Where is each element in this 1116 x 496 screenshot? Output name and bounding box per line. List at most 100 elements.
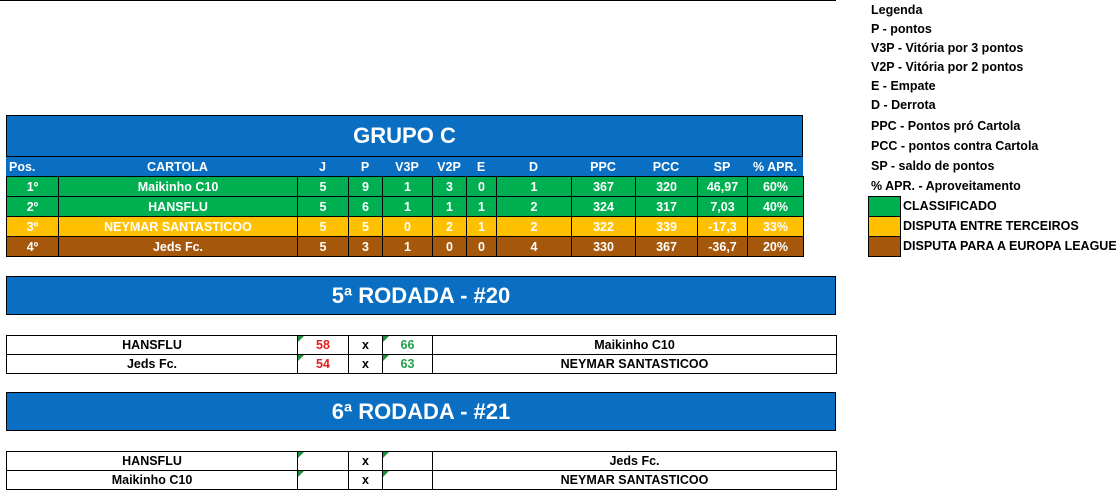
status-label: CLASSIFICADO [903,199,997,213]
cell-marker [383,471,389,477]
standing-cell: 3º [6,216,59,237]
header-cell: V2P [432,157,466,176]
header-cell: Pos. [6,157,58,176]
standing-cell: 0 [432,236,467,257]
standing-cell: 2 [496,216,572,237]
standing-cell: Jeds Fc. [58,236,298,257]
away: Jeds Fc. [432,451,837,471]
header-cell: D [496,157,571,176]
separator: x [348,335,383,355]
home-score: 54 [297,354,349,374]
status-swatch [868,236,901,257]
standing-cell: 5 [297,176,349,197]
away-score [382,451,433,471]
legend-item: V3P - Vitória por 3 pontos [871,41,1024,55]
top-border [0,0,836,1]
legend-item: V2P - Vitória por 2 pontos [871,60,1024,74]
away-score: 66 [382,335,433,355]
cell-marker [383,452,389,458]
home-score: 58 [297,335,349,355]
standing-cell: -36,7 [697,236,748,257]
away: NEYMAR SANTASTICOO [432,354,837,374]
away-score [382,470,433,490]
header-cell: % APR. [747,157,803,176]
status-swatch [868,196,901,217]
away: Maikinho C10 [432,335,837,355]
standing-cell: 9 [348,176,383,197]
standing-cell: 367 [571,176,636,197]
standing-cell: 5 [297,216,349,237]
home-score [297,451,349,471]
away-score: 63 [382,354,433,374]
separator: x [348,354,383,374]
home: Maikinho C10 [6,470,298,490]
status-swatch [868,216,901,237]
standing-cell: 1 [382,236,433,257]
standing-cell: 317 [635,196,698,217]
standing-cell: 5 [297,236,349,257]
home: HANSFLU [6,335,298,355]
standing-cell: -17,3 [697,216,748,237]
standing-cell: Maikinho C10 [58,176,298,197]
standing-cell: 1 [382,176,433,197]
standing-cell: 324 [571,196,636,217]
standing-cell: 2º [6,196,59,217]
standing-cell: 330 [571,236,636,257]
standing-cell: 1 [466,216,497,237]
header-cell: CARTOLA [58,157,297,176]
separator: x [348,451,383,471]
standing-cell: 40% [747,196,804,217]
legend-item: E - Empate [871,79,936,93]
home: Jeds Fc. [6,354,298,374]
standing-cell: 339 [635,216,698,237]
cell-marker [298,452,304,458]
standing-cell: 0 [466,236,497,257]
standing-cell: 5 [348,216,383,237]
legend-item: PCC - pontos contra Cartola [871,139,1039,153]
standing-cell: 6 [348,196,383,217]
round-title: 5ª RODADA - #20 [6,276,836,315]
standing-cell: 1º [6,176,59,197]
legend-item: P - pontos [871,22,932,36]
standing-cell: 3 [432,176,467,197]
standing-cell: 3 [348,236,383,257]
standing-cell: 1 [382,196,433,217]
separator: x [348,470,383,490]
standing-cell: 2 [432,216,467,237]
cell-marker [298,471,304,477]
header-cell: E [466,157,496,176]
away: NEYMAR SANTASTICOO [432,470,837,490]
standing-cell: HANSFLU [58,196,298,217]
standing-cell: 1 [496,176,572,197]
cell-marker [383,355,389,361]
standing-cell: 4 [496,236,572,257]
standing-cell: 7,03 [697,196,748,217]
legend-item: SP - saldo de pontos [871,159,995,173]
legend-title: Legenda [871,3,923,17]
standing-cell: 367 [635,236,698,257]
standing-cell: NEYMAR SANTASTICOO [58,216,298,237]
cell-marker [298,336,304,342]
home-score [297,470,349,490]
header-cell: P [348,157,382,176]
cell-marker [298,355,304,361]
round-title: 6ª RODADA - #21 [6,392,836,431]
standing-cell: 33% [747,216,804,237]
standing-cell: 1 [466,196,497,217]
standing-cell: 1 [432,196,467,217]
status-label: DISPUTA ENTRE TERCEIROS [903,219,1079,233]
header-cell: PCC [635,157,697,176]
status-label: DISPUTA PARA A EUROPA LEAGUE [903,239,1116,253]
standing-cell: 2 [496,196,572,217]
header-cell: SP [697,157,747,176]
legend-item: PPC - Pontos pró Cartola [871,119,1021,133]
home: HANSFLU [6,451,298,471]
standing-cell: 4º [6,236,59,257]
standing-cell: 322 [571,216,636,237]
standing-cell: 20% [747,236,804,257]
cell-marker [383,336,389,342]
header-cell: J [297,157,348,176]
standing-cell: 320 [635,176,698,197]
group-title: GRUPO C [6,115,803,157]
